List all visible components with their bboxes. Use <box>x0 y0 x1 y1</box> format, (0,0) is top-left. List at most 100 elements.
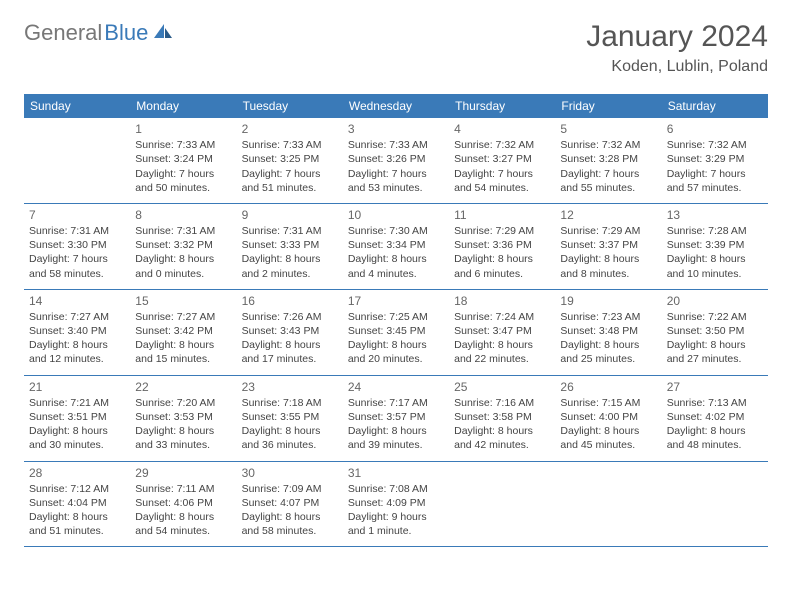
sunset-text: Sunset: 3:45 PM <box>348 324 444 338</box>
week-row: 28Sunrise: 7:12 AMSunset: 4:04 PMDayligh… <box>24 462 768 548</box>
sunrise-text: Sunrise: 7:29 AM <box>454 224 550 238</box>
day-cell: 7Sunrise: 7:31 AMSunset: 3:30 PMDaylight… <box>24 204 130 289</box>
day-header: Sunday <box>24 94 130 118</box>
sunrise-text: Sunrise: 7:12 AM <box>29 482 125 496</box>
day-header-row: SundayMondayTuesdayWednesdayThursdayFrid… <box>24 94 768 118</box>
sunrise-text: Sunrise: 7:27 AM <box>135 310 231 324</box>
sunrise-text: Sunrise: 7:32 AM <box>560 138 656 152</box>
daylight-text: Daylight: 7 hours and 53 minutes. <box>348 167 444 195</box>
logo-text-blue: Blue <box>104 20 148 46</box>
day-number: 20 <box>667 293 763 309</box>
daylight-text: Daylight: 8 hours and 0 minutes. <box>135 252 231 280</box>
sunrise-text: Sunrise: 7:32 AM <box>667 138 763 152</box>
daylight-text: Daylight: 8 hours and 20 minutes. <box>348 338 444 366</box>
daylight-text: Daylight: 8 hours and 2 minutes. <box>242 252 338 280</box>
day-cell: 29Sunrise: 7:11 AMSunset: 4:06 PMDayligh… <box>130 462 236 547</box>
day-cell: 25Sunrise: 7:16 AMSunset: 3:58 PMDayligh… <box>449 376 555 461</box>
sunrise-text: Sunrise: 7:26 AM <box>242 310 338 324</box>
day-number: 16 <box>242 293 338 309</box>
sunrise-text: Sunrise: 7:13 AM <box>667 396 763 410</box>
daylight-text: Daylight: 8 hours and 6 minutes. <box>454 252 550 280</box>
daylight-text: Daylight: 8 hours and 12 minutes. <box>29 338 125 366</box>
title-block: January 2024 Koden, Lublin, Poland <box>586 20 768 76</box>
day-cell: 14Sunrise: 7:27 AMSunset: 3:40 PMDayligh… <box>24 290 130 375</box>
sunset-text: Sunset: 3:34 PM <box>348 238 444 252</box>
sunset-text: Sunset: 3:28 PM <box>560 152 656 166</box>
daylight-text: Daylight: 7 hours and 54 minutes. <box>454 167 550 195</box>
daylight-text: Daylight: 7 hours and 51 minutes. <box>242 167 338 195</box>
sunset-text: Sunset: 4:06 PM <box>135 496 231 510</box>
day-cell: 1Sunrise: 7:33 AMSunset: 3:24 PMDaylight… <box>130 118 236 203</box>
sunrise-text: Sunrise: 7:32 AM <box>454 138 550 152</box>
day-number: 1 <box>135 121 231 137</box>
day-cell: 5Sunrise: 7:32 AMSunset: 3:28 PMDaylight… <box>555 118 661 203</box>
day-number: 31 <box>348 465 444 481</box>
sunrise-text: Sunrise: 7:31 AM <box>135 224 231 238</box>
day-cell: 10Sunrise: 7:30 AMSunset: 3:34 PMDayligh… <box>343 204 449 289</box>
sunset-text: Sunset: 3:40 PM <box>29 324 125 338</box>
day-header: Saturday <box>662 94 768 118</box>
month-title: January 2024 <box>586 20 768 54</box>
day-cell: 6Sunrise: 7:32 AMSunset: 3:29 PMDaylight… <box>662 118 768 203</box>
day-cell <box>24 118 130 203</box>
logo-sail-icon <box>150 20 174 46</box>
sunset-text: Sunset: 3:43 PM <box>242 324 338 338</box>
day-number: 10 <box>348 207 444 223</box>
daylight-text: Daylight: 8 hours and 58 minutes. <box>242 510 338 538</box>
sunset-text: Sunset: 4:04 PM <box>29 496 125 510</box>
day-cell: 23Sunrise: 7:18 AMSunset: 3:55 PMDayligh… <box>237 376 343 461</box>
logo: GeneralBlue <box>24 20 174 46</box>
day-cell: 30Sunrise: 7:09 AMSunset: 4:07 PMDayligh… <box>237 462 343 547</box>
sunrise-text: Sunrise: 7:27 AM <box>29 310 125 324</box>
sunrise-text: Sunrise: 7:08 AM <box>348 482 444 496</box>
day-number: 19 <box>560 293 656 309</box>
daylight-text: Daylight: 8 hours and 42 minutes. <box>454 424 550 452</box>
sunset-text: Sunset: 3:58 PM <box>454 410 550 424</box>
daylight-text: Daylight: 8 hours and 10 minutes. <box>667 252 763 280</box>
logo-text-gray: General <box>24 20 102 46</box>
daylight-text: Daylight: 8 hours and 54 minutes. <box>135 510 231 538</box>
day-number: 5 <box>560 121 656 137</box>
day-cell: 22Sunrise: 7:20 AMSunset: 3:53 PMDayligh… <box>130 376 236 461</box>
day-number: 26 <box>560 379 656 395</box>
daylight-text: Daylight: 8 hours and 17 minutes. <box>242 338 338 366</box>
day-cell <box>555 462 661 547</box>
day-header: Monday <box>130 94 236 118</box>
day-cell: 2Sunrise: 7:33 AMSunset: 3:25 PMDaylight… <box>237 118 343 203</box>
sunrise-text: Sunrise: 7:33 AM <box>348 138 444 152</box>
daylight-text: Daylight: 7 hours and 57 minutes. <box>667 167 763 195</box>
daylight-text: Daylight: 8 hours and 51 minutes. <box>29 510 125 538</box>
day-number: 8 <box>135 207 231 223</box>
week-row: 7Sunrise: 7:31 AMSunset: 3:30 PMDaylight… <box>24 204 768 290</box>
day-number: 29 <box>135 465 231 481</box>
day-cell <box>449 462 555 547</box>
location: Koden, Lublin, Poland <box>586 58 768 76</box>
sunrise-text: Sunrise: 7:24 AM <box>454 310 550 324</box>
sunset-text: Sunset: 3:25 PM <box>242 152 338 166</box>
sunrise-text: Sunrise: 7:30 AM <box>348 224 444 238</box>
day-cell: 27Sunrise: 7:13 AMSunset: 4:02 PMDayligh… <box>662 376 768 461</box>
day-cell: 3Sunrise: 7:33 AMSunset: 3:26 PMDaylight… <box>343 118 449 203</box>
sunset-text: Sunset: 3:48 PM <box>560 324 656 338</box>
day-cell: 18Sunrise: 7:24 AMSunset: 3:47 PMDayligh… <box>449 290 555 375</box>
day-cell: 28Sunrise: 7:12 AMSunset: 4:04 PMDayligh… <box>24 462 130 547</box>
day-number: 28 <box>29 465 125 481</box>
day-number: 21 <box>29 379 125 395</box>
day-cell: 26Sunrise: 7:15 AMSunset: 4:00 PMDayligh… <box>555 376 661 461</box>
day-number: 11 <box>454 207 550 223</box>
daylight-text: Daylight: 9 hours and 1 minute. <box>348 510 444 538</box>
sunrise-text: Sunrise: 7:18 AM <box>242 396 338 410</box>
day-number: 17 <box>348 293 444 309</box>
sunrise-text: Sunrise: 7:23 AM <box>560 310 656 324</box>
sunrise-text: Sunrise: 7:11 AM <box>135 482 231 496</box>
day-cell: 9Sunrise: 7:31 AMSunset: 3:33 PMDaylight… <box>237 204 343 289</box>
daylight-text: Daylight: 8 hours and 48 minutes. <box>667 424 763 452</box>
day-cell: 31Sunrise: 7:08 AMSunset: 4:09 PMDayligh… <box>343 462 449 547</box>
day-header: Thursday <box>449 94 555 118</box>
day-number: 25 <box>454 379 550 395</box>
day-number: 13 <box>667 207 763 223</box>
weeks-container: 1Sunrise: 7:33 AMSunset: 3:24 PMDaylight… <box>24 118 768 547</box>
calendar: SundayMondayTuesdayWednesdayThursdayFrid… <box>24 94 768 547</box>
sunset-text: Sunset: 3:55 PM <box>242 410 338 424</box>
sunset-text: Sunset: 3:42 PM <box>135 324 231 338</box>
